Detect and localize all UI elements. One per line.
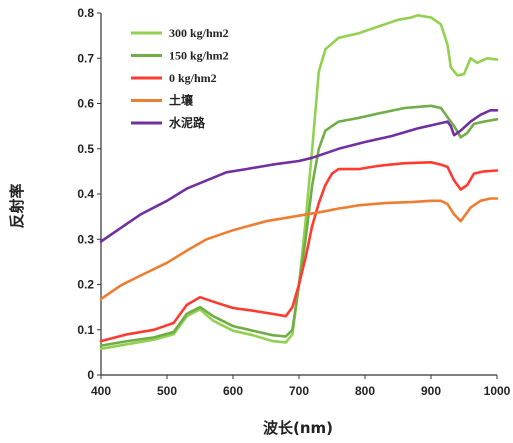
x-tick-label: 500 <box>157 384 177 398</box>
y-tick-label: 0.3 <box>77 232 94 246</box>
y-axis-title-text: 反射率 <box>8 183 26 228</box>
y-tick-label: 0.8 <box>77 6 94 20</box>
x-tick-label: 400 <box>91 384 111 398</box>
x-tick-label: 700 <box>289 384 309 398</box>
series-line-2 <box>99 104 499 347</box>
y-tick-label: 0.1 <box>77 323 94 337</box>
y-axis-title: 反射率 <box>8 183 26 228</box>
series-line-3 <box>99 161 499 343</box>
y-tick-label: 0.5 <box>77 142 94 156</box>
series-line-1 <box>99 14 499 351</box>
y-tick-label: 0.6 <box>77 97 94 111</box>
y-tick-label: 0.2 <box>77 278 94 292</box>
plot-area: 0 0.1 0.2 0.3 0.4 0.5 0.6 0.7 0.8 400 500 600 700 800… <box>77 6 510 398</box>
x-tick-label: 1000 <box>484 384 511 398</box>
x-axis-title: 波长(nm) <box>263 419 333 437</box>
series-line-4 <box>99 197 499 301</box>
legend-label-2: 150 kg/hm2 <box>169 49 229 63</box>
legend-label-5: 水泥路 <box>169 115 206 130</box>
legend-label-1: 300 kg/hm2 <box>169 26 229 40</box>
x-tick-label: 600 <box>223 384 243 398</box>
y-tick-label: 0 <box>87 368 94 382</box>
legend-label-4: 土壤 <box>169 93 194 108</box>
y-tick-label: 0.4 <box>77 187 94 201</box>
x-tick-label: 900 <box>421 384 441 398</box>
x-tick-label: 800 <box>355 384 375 398</box>
series-line-5 <box>99 109 499 243</box>
legend-label-3: 0 kg/hm2 <box>169 71 217 85</box>
y-tick-label: 0.7 <box>77 51 94 65</box>
